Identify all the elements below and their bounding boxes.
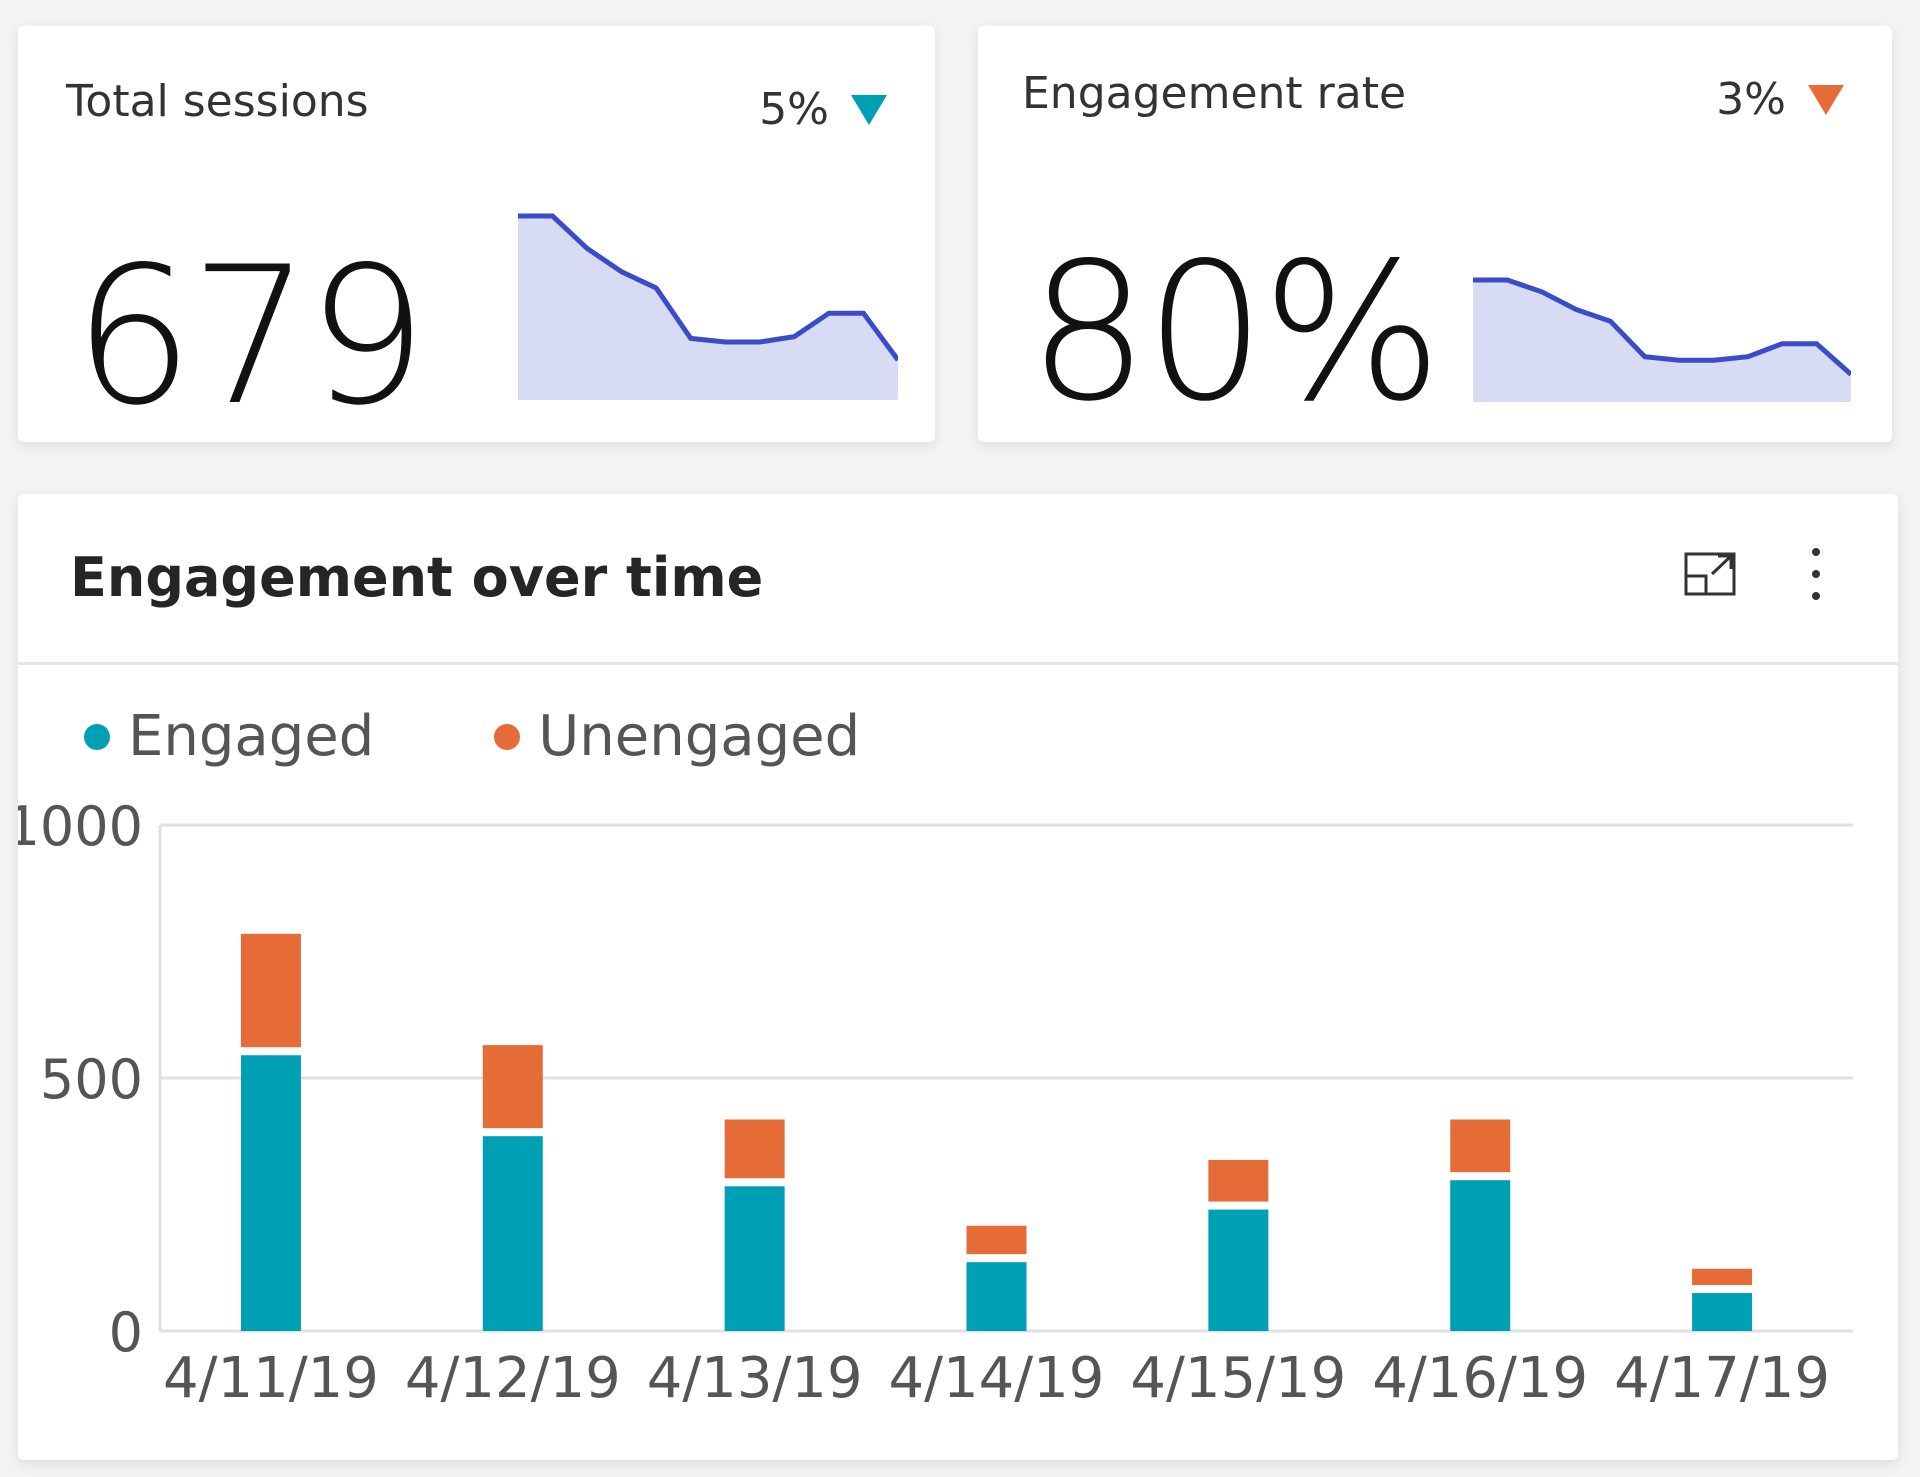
- bar-engaged[interactable]: [1450, 1180, 1511, 1331]
- kpi-value: 679: [73, 226, 428, 447]
- bar-engaged[interactable]: [482, 1136, 543, 1331]
- legend-label: Engaged: [128, 704, 375, 769]
- header-divider: [18, 662, 1898, 665]
- x-tick-label: 4/14/19: [889, 1346, 1105, 1411]
- bar-unengaged[interactable]: [966, 1225, 1027, 1255]
- sparkline: [1473, 277, 1851, 402]
- legend-dot-icon: [84, 723, 110, 750]
- x-tick-label: 4/16/19: [1372, 1346, 1588, 1411]
- kpi-delta: 5%: [759, 84, 887, 135]
- bar-engaged[interactable]: [724, 1186, 785, 1331]
- bar-chart: 0 500 1000 4/11/19 4/12/19 4/13/19 4/14/19 4/15…: [18, 795, 1853, 1411]
- sparkline-line: [518, 213, 898, 362]
- x-tick-label: 4/13/19: [647, 1346, 863, 1411]
- kpi-card-total-sessions[interactable]: Total sessions 5% 679: [18, 26, 935, 447]
- kpi-title: Engagement rate: [1022, 68, 1407, 119]
- sparkline: [518, 213, 898, 400]
- legend-label: Unengaged: [538, 704, 861, 769]
- bar-engaged[interactable]: [1208, 1209, 1269, 1331]
- sparkline-line: [1473, 277, 1851, 377]
- bar-engaged[interactable]: [1692, 1293, 1753, 1331]
- chart-legend: Engaged Unengaged: [84, 704, 860, 769]
- bar-unengaged[interactable]: [1692, 1268, 1753, 1286]
- x-tick-label: 4/17/19: [1614, 1346, 1830, 1411]
- sparkline-area: [518, 216, 898, 400]
- sparkline-area: [1473, 280, 1851, 402]
- y-tick-label: 500: [40, 1048, 143, 1111]
- bar-engaged[interactable]: [240, 1055, 301, 1331]
- x-tick-label: 4/15/19: [1130, 1346, 1346, 1411]
- bar-unengaged[interactable]: [1208, 1159, 1269, 1202]
- bar-unengaged[interactable]: [482, 1045, 543, 1129]
- y-tick-label: 0: [109, 1301, 143, 1364]
- focus-mode-icon[interactable]: [1680, 544, 1740, 604]
- y-tick-label: 1000: [18, 795, 143, 858]
- chart-card-engagement-over-time: Engagement over time Engaged Unengaged 0…: [18, 494, 1898, 1460]
- bar-unengaged[interactable]: [724, 1119, 785, 1179]
- bar-unengaged[interactable]: [1450, 1119, 1511, 1173]
- kpi-value: 80%: [1028, 222, 1442, 443]
- delta-value: 5%: [759, 84, 829, 135]
- bar-engaged[interactable]: [966, 1262, 1027, 1331]
- delta-value: 3%: [1716, 74, 1786, 125]
- legend-item-engaged[interactable]: Engaged: [84, 704, 374, 769]
- kpi-title: Total sessions: [66, 76, 369, 127]
- triangle-down-icon: [1808, 84, 1844, 115]
- kpi-card-engagement-rate[interactable]: Engagement rate 3% 80%: [978, 26, 1892, 443]
- x-tick-label: 4/12/19: [405, 1346, 621, 1411]
- kpi-delta: 3%: [1716, 74, 1844, 125]
- chart-title: Engagement over time: [70, 546, 764, 609]
- triangle-down-icon: [851, 94, 887, 125]
- x-tick-label: 4/11/19: [163, 1346, 379, 1411]
- legend-dot-icon: [494, 723, 521, 750]
- bar-unengaged[interactable]: [240, 933, 301, 1048]
- more-options-icon[interactable]: [1786, 544, 1846, 604]
- legend-item-unengaged[interactable]: Unengaged: [494, 704, 860, 769]
